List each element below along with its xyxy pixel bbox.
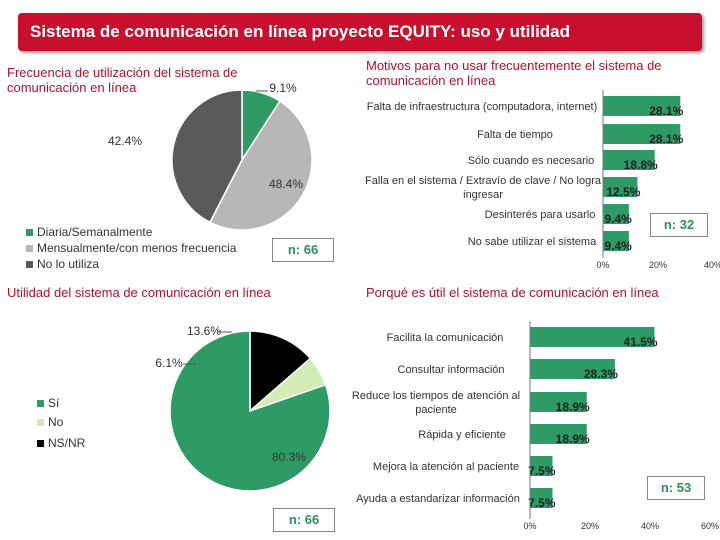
bar1-value-label: 18.8% xyxy=(624,158,658,172)
bar2-category-label: Mejora la atención al paciente xyxy=(373,461,519,473)
bar2-value-label: 7.5% xyxy=(528,464,556,478)
legend-label: No xyxy=(48,415,64,429)
bar2-category-label: Ayuda a estandarizar información xyxy=(356,493,520,505)
bar1-tick-label: 40% xyxy=(704,260,720,270)
pie2-slice xyxy=(249,330,312,413)
bar2-bar xyxy=(530,456,553,476)
bar1-value-label: 12.5% xyxy=(606,185,640,199)
bar2-tick-label: 20% xyxy=(581,521,599,531)
bar1-category-label: ingresar xyxy=(463,189,503,201)
legend-item-no-utiliza: No lo utiliza xyxy=(26,257,99,271)
bar2-bar xyxy=(530,424,587,444)
bar2-tick-label: 40% xyxy=(641,521,659,531)
legend-swatch xyxy=(37,440,44,448)
bar1-title: Motivos para no usar frecuentemente el s… xyxy=(366,58,662,88)
pie2-title: Utilidad del sistema de comunicación en … xyxy=(7,285,271,300)
n-label-pie1: n: 66 xyxy=(272,238,334,262)
bar1-bar xyxy=(603,96,681,116)
bar2-value-label: 18.9% xyxy=(556,432,590,446)
bar1-bar xyxy=(603,150,655,170)
legend-item-no: No xyxy=(37,415,63,429)
bar2-tick-label: 0% xyxy=(523,521,536,531)
bar1-tick-label: 20% xyxy=(649,260,667,270)
pie1-slice xyxy=(171,89,243,224)
bar2-tick-label: 60% xyxy=(701,521,719,531)
pie2-slice xyxy=(169,330,331,492)
pie1-value-label: 48.4% xyxy=(269,177,303,191)
legend-item-mensual: Mensualmente/con menos frecuencia xyxy=(26,241,236,255)
bar1-bar xyxy=(603,204,629,224)
bar2-value-label: 28.3% xyxy=(584,367,618,381)
bar2-title: Porqué es útil el sistema de comunicació… xyxy=(366,285,659,300)
legend-swatch xyxy=(37,400,44,408)
bar1-value-label: 9.4% xyxy=(604,212,632,226)
bar2-value-label: 41.5% xyxy=(623,335,657,349)
bar2-category-label: Facilita la comunicación xyxy=(387,332,504,344)
bar1-value-label: 28.1% xyxy=(649,104,683,118)
n-label-bar2: n: 53 xyxy=(647,476,705,500)
bar1-bar xyxy=(603,124,681,144)
legend-swatch xyxy=(37,419,44,427)
n-label-bar1: n: 32 xyxy=(650,213,708,237)
pie2-value-label: 13.6% xyxy=(187,324,221,338)
legend-item-diaria: Diaria/Semanalmente xyxy=(26,225,152,239)
pie2-value-label: 80.3% xyxy=(272,450,306,464)
n-label-pie2: n: 66 xyxy=(273,508,335,532)
pie1-title: Frecuencia de utilización del sistema de… xyxy=(7,65,238,95)
bar1-category-label: Falla en el sistema / Extravío de clave … xyxy=(365,175,602,187)
pie2-value-label: 6.1% xyxy=(155,356,183,370)
bar2-bar xyxy=(530,488,553,508)
pie1-value-label: 42.4% xyxy=(108,134,142,148)
legend-swatch xyxy=(26,261,33,269)
bar2-category-label: Consultar información xyxy=(398,364,505,376)
bar2-value-label: 18.9% xyxy=(556,400,590,414)
bar1-category-label: Desinterés para usarlo xyxy=(485,209,596,221)
page-title: Sistema de comunicación en línea proyect… xyxy=(30,22,571,41)
bar1-category-label: Falta de tiempo xyxy=(477,129,553,141)
legend-label: No lo utiliza xyxy=(37,257,100,271)
legend-item-si: Sí xyxy=(37,396,59,410)
title-bar: Sistema de comunicación en línea proyect… xyxy=(18,13,702,51)
pie1-slice xyxy=(208,100,313,231)
bar1-tick-label: 0% xyxy=(596,260,609,270)
legend-swatch xyxy=(26,245,33,253)
legend-item-nsnr: NS/NR xyxy=(37,436,85,450)
bar2-category-label: paciente xyxy=(415,404,457,416)
bar2-bar xyxy=(530,327,655,347)
bar1-category-label: No sabe utilizar el sistema xyxy=(468,236,597,248)
legend-label: Diaria/Semanalmente xyxy=(37,225,153,239)
bar2-bar xyxy=(530,359,615,379)
bar1-bar xyxy=(603,177,638,197)
pie1-value-label: 9.1% xyxy=(269,81,297,95)
legend-label: NS/NR xyxy=(48,436,86,450)
bar1-category-label: Sólo cuando es necesario xyxy=(468,155,595,167)
bar1-bar xyxy=(603,231,629,251)
legend-label: Mensualmente/con menos frecuencia xyxy=(37,241,237,255)
bar2-category-label: Rápida y eficiente xyxy=(418,429,505,441)
bar2-value-label: 7.5% xyxy=(528,496,556,510)
bar1-value-label: 9.4% xyxy=(604,239,632,253)
bar2-category-label: Reduce los tiempos de atención al xyxy=(352,390,520,402)
bar1-category-label: Falta de infraestructura (computadora, i… xyxy=(367,101,598,113)
bar1-value-label: 28.1% xyxy=(649,132,683,146)
legend-swatch xyxy=(26,229,33,237)
legend-label: Sí xyxy=(48,396,60,410)
bar2-bar xyxy=(530,392,587,412)
